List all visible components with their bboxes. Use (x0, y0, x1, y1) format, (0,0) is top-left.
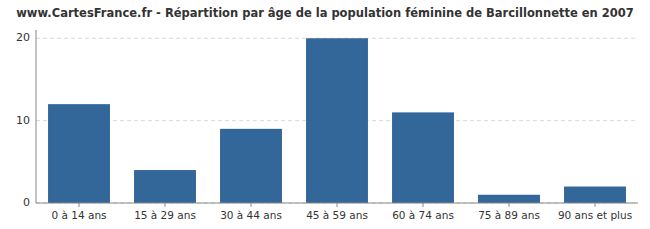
chart: 0 10 20 0 à 14 ans 15 à 29 ans 30 à 44 ans 45 … (0, 0, 650, 229)
x-tick (79, 203, 80, 207)
bars (48, 38, 626, 203)
x-tick-label: 90 ans et plus (558, 209, 632, 221)
x-tick-label: 75 à 89 ans (478, 209, 540, 221)
bar (134, 170, 196, 203)
x-tick-label: 30 à 44 ans (220, 209, 282, 221)
x-tick (423, 203, 424, 207)
y-axis-line (36, 30, 37, 203)
x-tick (251, 203, 252, 207)
y-tick-label: 20 (16, 31, 30, 44)
bar (48, 104, 110, 203)
bar (392, 112, 454, 203)
grid (36, 38, 638, 203)
axes: 0 10 20 0 à 14 ans 15 à 29 ans 30 à 44 ans 45 … (16, 30, 638, 221)
x-tick-label: 15 à 29 ans (134, 209, 196, 221)
bar (564, 187, 626, 203)
bar (478, 195, 540, 203)
x-tick-label: 60 à 74 ans (392, 209, 454, 221)
x-tick-label: 0 à 14 ans (51, 209, 106, 221)
y-tick-label: 0 (23, 196, 30, 209)
x-tick (337, 203, 338, 207)
y-tick-label: 10 (16, 114, 30, 127)
x-tick (509, 203, 510, 207)
x-tick-label: 45 à 59 ans (306, 209, 368, 221)
x-tick (595, 203, 596, 207)
bar (306, 38, 368, 203)
x-tick (165, 203, 166, 207)
bar (220, 129, 282, 203)
page: {"chart_data": {"type": "bar", "title": … (0, 0, 650, 229)
chart-container: 0 10 20 0 à 14 ans 15 à 29 ans 30 à 44 ans 45 … (0, 0, 650, 229)
title: www.CartesFrance.fr - Répartition par âg… (16, 6, 634, 20)
